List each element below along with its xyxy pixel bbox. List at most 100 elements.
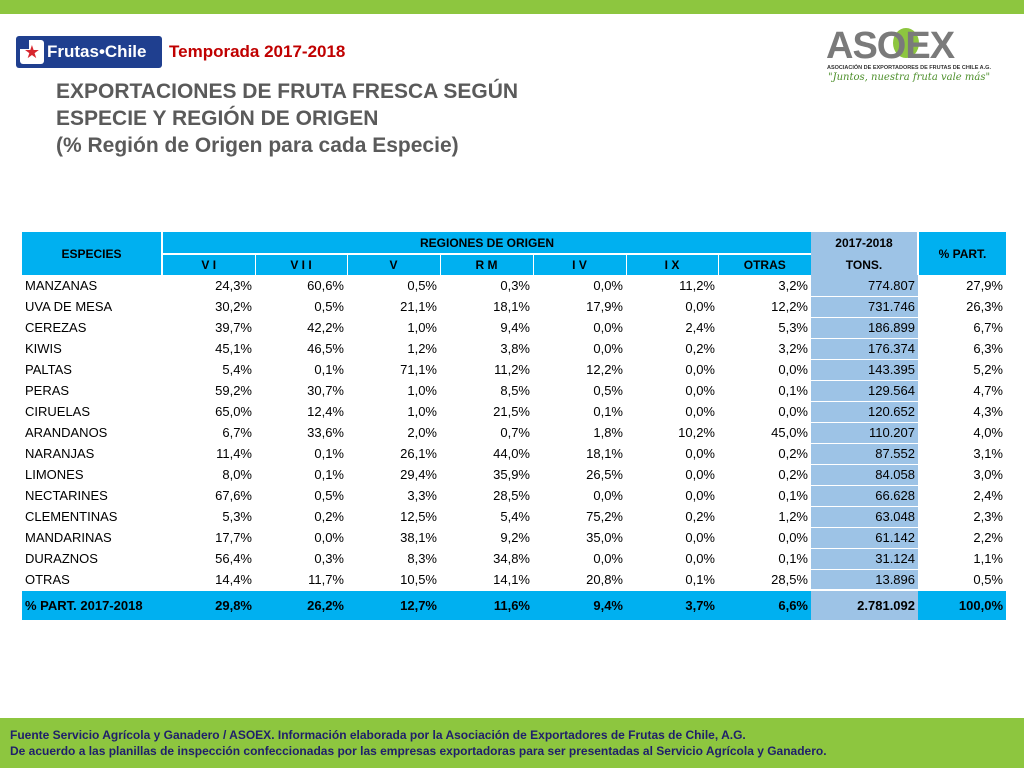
- region-percent-cell: 0,0%: [626, 464, 718, 486]
- region-percent-cell: 14,1%: [440, 569, 533, 591]
- region-percent-cell: 59,2%: [162, 380, 255, 402]
- table-row: KIWIS 45,1% 46,5% 1,2% 3,8% 0,0% 0,2% 3,2% 176.3…: [22, 338, 1006, 360]
- region-percent-cell: 0,5%: [255, 485, 347, 507]
- table-body: MANZANAS 24,3% 60,6% 0,5% 0,3% 0,0% 11,2% 3,2% 7…: [22, 275, 1006, 621]
- part-cell: 2,4%: [918, 485, 1006, 507]
- part-cell: 6,3%: [918, 338, 1006, 360]
- region-percent-cell: 0,0%: [626, 380, 718, 402]
- region-percent-cell: 11,2%: [440, 359, 533, 381]
- part-cell: 2,2%: [918, 527, 1006, 549]
- chile-flag-star-icon: ★: [20, 40, 44, 64]
- tons-cell: 61.142: [811, 527, 918, 549]
- region-percent-cell: 35,0%: [533, 527, 626, 549]
- tons-cell: 63.048: [811, 506, 918, 528]
- region-header-otras: OTRAS: [717, 254, 811, 275]
- tons-cell: 143.395: [811, 359, 918, 381]
- region-percent-cell: 17,7%: [162, 527, 255, 549]
- region-percent-cell: 26,5%: [533, 464, 626, 486]
- tons-cell: 186.899: [811, 317, 918, 339]
- region-percent-cell: 11,2%: [626, 275, 718, 297]
- region-percent-cell: 26,1%: [347, 443, 440, 465]
- title-line-2: ESPECIE Y REGIÓN DE ORIGEN: [56, 107, 379, 130]
- part-cell: 0,5%: [918, 569, 1006, 591]
- region-percent-cell: 3,2%: [718, 338, 811, 360]
- region-percent-cell: 0,2%: [255, 506, 347, 528]
- part-cell: 5,2%: [918, 359, 1006, 381]
- region-percent-cell: 1,0%: [347, 380, 440, 402]
- table-row: NARANJAS 11,4% 0,1% 26,1% 44,0% 18,1% 0,0% 0,2%…: [22, 443, 1006, 465]
- region-percent-cell: 2,4%: [626, 317, 718, 339]
- region-percent-cell: 0,2%: [718, 464, 811, 486]
- region-percent-cell: 45,1%: [162, 338, 255, 360]
- region-percent-cell: 0,3%: [255, 548, 347, 570]
- region-percent-cell: 33,6%: [255, 422, 347, 444]
- region-percent-cell: 17,9%: [533, 296, 626, 318]
- tons-cell: 110.207: [811, 422, 918, 444]
- region-percent-cell: 1,0%: [347, 401, 440, 423]
- region-percent-cell: 39,7%: [162, 317, 255, 339]
- region-percent-cell: 9,2%: [440, 527, 533, 549]
- region-header-ix: I X: [625, 254, 718, 275]
- region-percent-cell: 56,4%: [162, 548, 255, 570]
- region-percent-cell: 0,0%: [718, 359, 811, 381]
- species-cell: % PART. 2017-2018: [22, 589, 162, 621]
- species-cell: MANZANAS: [22, 275, 162, 297]
- region-percent-cell: 1,2%: [347, 338, 440, 360]
- region-percent-cell: 0,1%: [255, 443, 347, 465]
- region-percent-cell: 0,0%: [718, 527, 811, 549]
- tons-cell: 84.058: [811, 464, 918, 486]
- region-percent-cell: 18,1%: [533, 443, 626, 465]
- region-percent-cell: 6,6%: [718, 589, 811, 621]
- part-cell: 4,0%: [918, 422, 1006, 444]
- species-cell: KIWIS: [22, 338, 162, 360]
- tons-cell: 87.552: [811, 443, 918, 465]
- region-percent-cell: 0,3%: [440, 275, 533, 297]
- region-percent-cell: 0,0%: [626, 548, 718, 570]
- region-percent-cell: 10,2%: [626, 422, 718, 444]
- page-title: EXPORTACIONES DE FRUTA FRESCA SEGÚN ESPE…: [56, 78, 518, 159]
- region-percent-cell: 8,0%: [162, 464, 255, 486]
- region-percent-cell: 0,5%: [255, 296, 347, 318]
- region-percent-cell: 0,2%: [718, 443, 811, 465]
- region-percent-cell: 28,5%: [718, 569, 811, 591]
- title-line-3: (% Región de Origen para cada Especie): [56, 134, 459, 157]
- region-percent-cell: 21,1%: [347, 296, 440, 318]
- region-percent-cell: 0,5%: [533, 380, 626, 402]
- region-percent-cell: 30,7%: [255, 380, 347, 402]
- species-cell: OTRAS: [22, 569, 162, 591]
- region-percent-cell: 10,5%: [347, 569, 440, 591]
- region-percent-cell: 0,0%: [533, 275, 626, 297]
- table-row: MANDARINAS 17,7% 0,0% 38,1% 9,2% 35,0% 0,0% 0,0…: [22, 527, 1006, 549]
- region-percent-cell: 11,4%: [162, 443, 255, 465]
- region-percent-cell: 0,0%: [626, 485, 718, 507]
- region-percent-cell: 0,0%: [533, 485, 626, 507]
- species-cell: CLEMENTINAS: [22, 506, 162, 528]
- exports-table: ESPECIES REGIONES DE ORIGEN 2017-2018 % …: [22, 232, 1006, 621]
- region-percent-cell: 9,4%: [533, 589, 626, 621]
- region-percent-cell: 11,6%: [440, 589, 533, 621]
- region-percent-cell: 0,2%: [626, 338, 718, 360]
- region-percent-cell: 12,5%: [347, 506, 440, 528]
- part-cell: 2,3%: [918, 506, 1006, 528]
- footer-note-line: De acuerdo a las planillas de inspección…: [10, 744, 827, 758]
- region-header-rm: R M: [439, 254, 533, 275]
- region-percent-cell: 6,7%: [162, 422, 255, 444]
- region-percent-cell: 3,7%: [626, 589, 718, 621]
- region-percent-cell: 29,8%: [162, 589, 255, 621]
- title-line-1: EXPORTACIONES DE FRUTA FRESCA SEGÚN: [56, 80, 519, 103]
- region-percent-cell: 24,3%: [162, 275, 255, 297]
- region-percent-cell: 3,3%: [347, 485, 440, 507]
- region-percent-cell: 9,4%: [440, 317, 533, 339]
- region-percent-cell: 0,0%: [626, 527, 718, 549]
- region-percent-cell: 11,7%: [255, 569, 347, 591]
- region-percent-cell: 0,1%: [255, 464, 347, 486]
- species-cell: ARANDANOS: [22, 422, 162, 444]
- region-percent-cell: 12,2%: [718, 296, 811, 318]
- region-percent-cell: 3,2%: [718, 275, 811, 297]
- region-percent-cell: 42,2%: [255, 317, 347, 339]
- part-cell: 3,1%: [918, 443, 1006, 465]
- region-percent-cell: 0,5%: [347, 275, 440, 297]
- part-cell: 27,9%: [918, 275, 1006, 297]
- table-row: OTRAS 14,4% 11,7% 10,5% 14,1% 20,8% 0,1% 28,5% 1…: [22, 569, 1006, 591]
- table-row: PALTAS 5,4% 0,1% 71,1% 11,2% 12,2% 0,0% 0,0% 143…: [22, 359, 1006, 381]
